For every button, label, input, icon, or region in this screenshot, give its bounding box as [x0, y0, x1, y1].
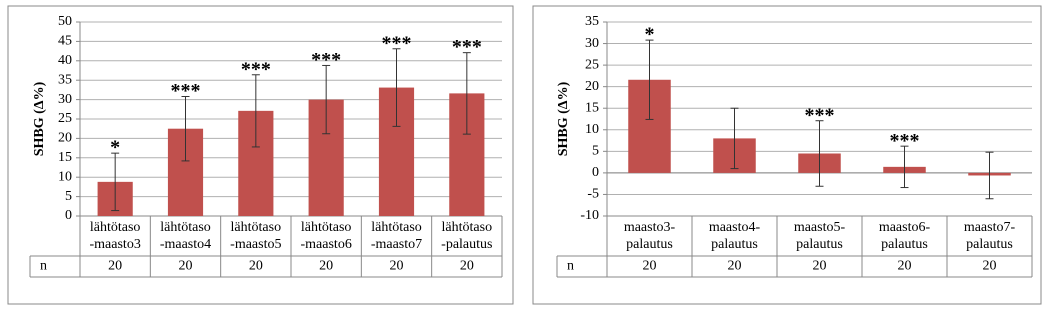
category-cell: maasto5-palautus — [793, 220, 846, 252]
category-cell: maasto7-palautus — [963, 220, 1016, 252]
x-tick-label: lähtötaso -maasto7 — [370, 220, 423, 252]
significance-label: *** — [311, 49, 341, 71]
y-tick-label: 0 — [65, 208, 72, 223]
category-cell: lähtötaso -palautus — [441, 220, 493, 252]
significance-label: * — [645, 24, 655, 46]
y-tick-label: 15 — [585, 100, 599, 115]
category-cell: lähtötaso -maasto6 — [300, 220, 352, 252]
significance-label: *** — [171, 80, 201, 102]
n-value: 20 — [319, 259, 333, 274]
significance-label: *** — [890, 130, 920, 152]
x-tick-label: maasto7-palautus — [963, 220, 1016, 252]
x-tick-label: lähtötaso -palautus — [441, 220, 493, 252]
y-tick-label: 5 — [65, 189, 72, 204]
y-tick-label: 35 — [58, 72, 72, 87]
panel — [532, 5, 1042, 305]
y-tick-label: 10 — [58, 169, 72, 184]
y-tick-label: 30 — [585, 36, 599, 51]
category-cell: maasto3-palautus — [623, 220, 676, 252]
n-value: 20 — [179, 259, 193, 274]
n-value: 20 — [460, 259, 474, 274]
y-axis-label: SHBG (Δ%) — [32, 81, 47, 156]
y-tick-label: 25 — [585, 57, 599, 72]
significance-label: *** — [805, 104, 835, 126]
x-tick-label: maasto6-palautus — [878, 220, 931, 252]
y-tick-label: -10 — [580, 208, 599, 223]
y-tick-label: 10 — [585, 122, 599, 137]
x-tick-label: lähtötaso -maasto6 — [300, 220, 352, 252]
n-value: 20 — [728, 259, 742, 274]
category-cell: lähtötaso -maasto4 — [159, 220, 212, 252]
significance-label: *** — [452, 36, 482, 58]
n-value: 20 — [249, 259, 263, 274]
y-tick-label: 40 — [58, 53, 72, 68]
panel — [7, 5, 514, 305]
category-cell: lähtötaso -maasto5 — [230, 220, 282, 252]
category-cell: lähtötaso -maasto3 — [89, 220, 141, 252]
significance-label: *** — [382, 32, 412, 54]
y-tick-label: 20 — [585, 79, 599, 94]
significance-label: *** — [241, 58, 271, 80]
y-tick-label: 0 — [592, 165, 599, 180]
n-value: 20 — [813, 259, 827, 274]
category-cell: maasto4-palautus — [708, 220, 761, 252]
x-tick-label: lähtötaso -maasto3 — [89, 220, 141, 252]
x-tick-label: lähtötaso -maasto5 — [230, 220, 282, 252]
n-value: 20 — [108, 259, 122, 274]
y-tick-label: -5 — [587, 187, 599, 202]
y-axis-label: SHBG (Δ%) — [556, 81, 571, 156]
n-value: 20 — [643, 259, 657, 274]
y-tick-label: 30 — [58, 92, 72, 107]
y-tick-label: 50 — [58, 14, 72, 29]
n-value: 20 — [898, 259, 912, 274]
x-tick-label: maasto3-palautus — [623, 220, 676, 252]
significance-label: * — [110, 137, 120, 159]
n-label: n — [40, 259, 47, 274]
y-tick-label: 5 — [592, 144, 599, 159]
x-tick-label: lähtötaso -maasto4 — [159, 220, 212, 252]
y-tick-label: 20 — [58, 131, 72, 146]
x-tick-label: maasto4-palautus — [708, 220, 761, 252]
y-tick-label: 45 — [58, 34, 72, 49]
y-tick-label: 35 — [585, 14, 599, 29]
n-value: 20 — [390, 259, 404, 274]
y-tick-label: 25 — [58, 111, 72, 126]
n-label: n — [567, 259, 574, 274]
x-tick-label: maasto5-palautus — [793, 220, 846, 252]
y-tick-label: 15 — [58, 150, 72, 165]
category-cell: lähtötaso -maasto7 — [370, 220, 423, 252]
n-value: 20 — [983, 259, 997, 274]
category-cell: maasto6-palautus — [878, 220, 931, 252]
